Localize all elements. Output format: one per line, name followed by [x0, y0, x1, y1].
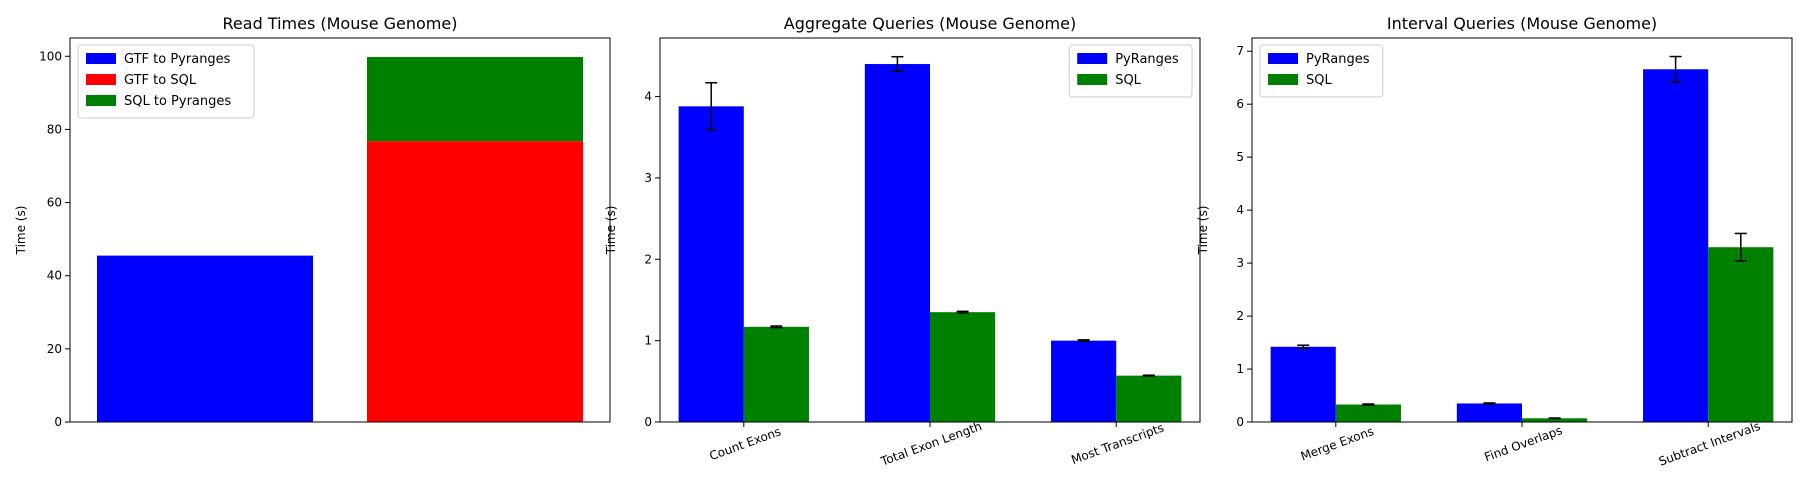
bar-sql — [1708, 247, 1774, 422]
x-tick-label: Merge Exons — [1299, 424, 1376, 463]
legend-label: GTF to SQL — [124, 73, 197, 88]
x-tick-label: Find Overlaps — [1483, 423, 1565, 464]
y-tick-label: 80 — [47, 122, 62, 136]
y-axis-label: Time (s) — [604, 206, 618, 256]
legend-label: SQL to Pyranges — [124, 94, 231, 109]
y-tick-label: 0 — [54, 415, 62, 429]
bar-pyranges — [864, 64, 930, 422]
legend-label: PyRanges — [1306, 52, 1370, 67]
legend-swatch — [86, 53, 116, 64]
bar-gtf-to-pyranges — [97, 255, 313, 422]
bar-sql — [930, 312, 996, 422]
y-tick-label: 3 — [1236, 256, 1244, 270]
legend: PyRanges SQL — [1259, 44, 1384, 98]
bar-pyranges — [1270, 346, 1336, 422]
chart-panel-2: Aggregate Queries (Mouse Genome) 0 1 2 3 4 Tim… — [604, 14, 1201, 469]
legend-label: SQL — [1306, 73, 1332, 88]
y-tick-label: 5 — [1236, 150, 1244, 164]
x-tick-label: Count Exons — [708, 424, 783, 463]
bar-gtf-to-sql — [367, 141, 583, 423]
legend-box — [77, 44, 255, 119]
x-tick-label: Subtract Intervals — [1657, 419, 1762, 469]
chart-panel-3: Interval Queries (Mouse Genome) 0 1 2 3 4 5 6 7 T… — [1196, 14, 1793, 469]
legend: PyRanges SQL — [1068, 44, 1193, 98]
bar-sql — [743, 326, 809, 422]
bar-sql — [1116, 375, 1182, 422]
x-tick-label: Total Exon Length — [878, 419, 984, 469]
y-tick-label: 20 — [47, 342, 62, 356]
legend-swatch — [1077, 74, 1108, 85]
y-tick-label: 4 — [644, 90, 652, 104]
chart-title: Read Times (Mouse Genome) — [223, 14, 458, 33]
y-tick-label: 3 — [644, 171, 652, 185]
chart-title: Aggregate Queries (Mouse Genome) — [784, 14, 1076, 33]
y-tick-label: 1 — [1236, 362, 1244, 376]
y-tick-label: 6 — [1236, 97, 1244, 111]
y-tick-label: 4 — [1236, 203, 1244, 217]
bar-pyranges — [678, 106, 744, 422]
y-tick-label: 2 — [644, 252, 652, 266]
bar-pyranges — [1643, 69, 1709, 422]
legend-label: GTF to Pyranges — [124, 52, 231, 67]
chart-panel-1: Read Times (Mouse Genome) 0 20 40 60 80 100 Tim… — [14, 14, 611, 429]
y-axis-label: Time (s) — [14, 206, 28, 256]
y-tick-label: 2 — [1236, 309, 1244, 323]
legend-swatch — [1268, 53, 1298, 64]
legend: GTF to Pyranges GTF to SQL SQL to Pyranges — [77, 44, 255, 119]
legend-label: PyRanges — [1115, 52, 1179, 67]
legend-swatch — [1077, 53, 1108, 64]
plot-frame — [1251, 37, 1793, 423]
plot-frame — [69, 37, 611, 423]
bar-pyranges — [1456, 403, 1522, 422]
y-tick-label: 0 — [1236, 415, 1244, 429]
x-tick-label: Most Transcripts — [1069, 420, 1166, 467]
chart-title: Interval Queries (Mouse Genome) — [1387, 14, 1657, 33]
plot-frame — [659, 37, 1201, 423]
y-tick-label: 100 — [39, 49, 62, 63]
y-tick-label: 40 — [47, 269, 62, 283]
legend-swatch — [1268, 74, 1298, 85]
legend-swatch — [86, 95, 116, 106]
bar-sql — [1522, 418, 1588, 422]
y-tick-label: 1 — [644, 334, 652, 348]
bar-sql — [1335, 404, 1401, 422]
y-axis-label: Time (s) — [1196, 206, 1210, 256]
y-tick-label: 7 — [1236, 44, 1244, 58]
y-tick-label: 0 — [644, 415, 652, 429]
legend-label: SQL — [1115, 73, 1141, 88]
bar-pyranges — [1051, 340, 1117, 422]
legend-swatch — [86, 74, 116, 85]
bar-sql-to-pyranges — [367, 57, 583, 142]
y-tick-label: 60 — [47, 196, 62, 210]
